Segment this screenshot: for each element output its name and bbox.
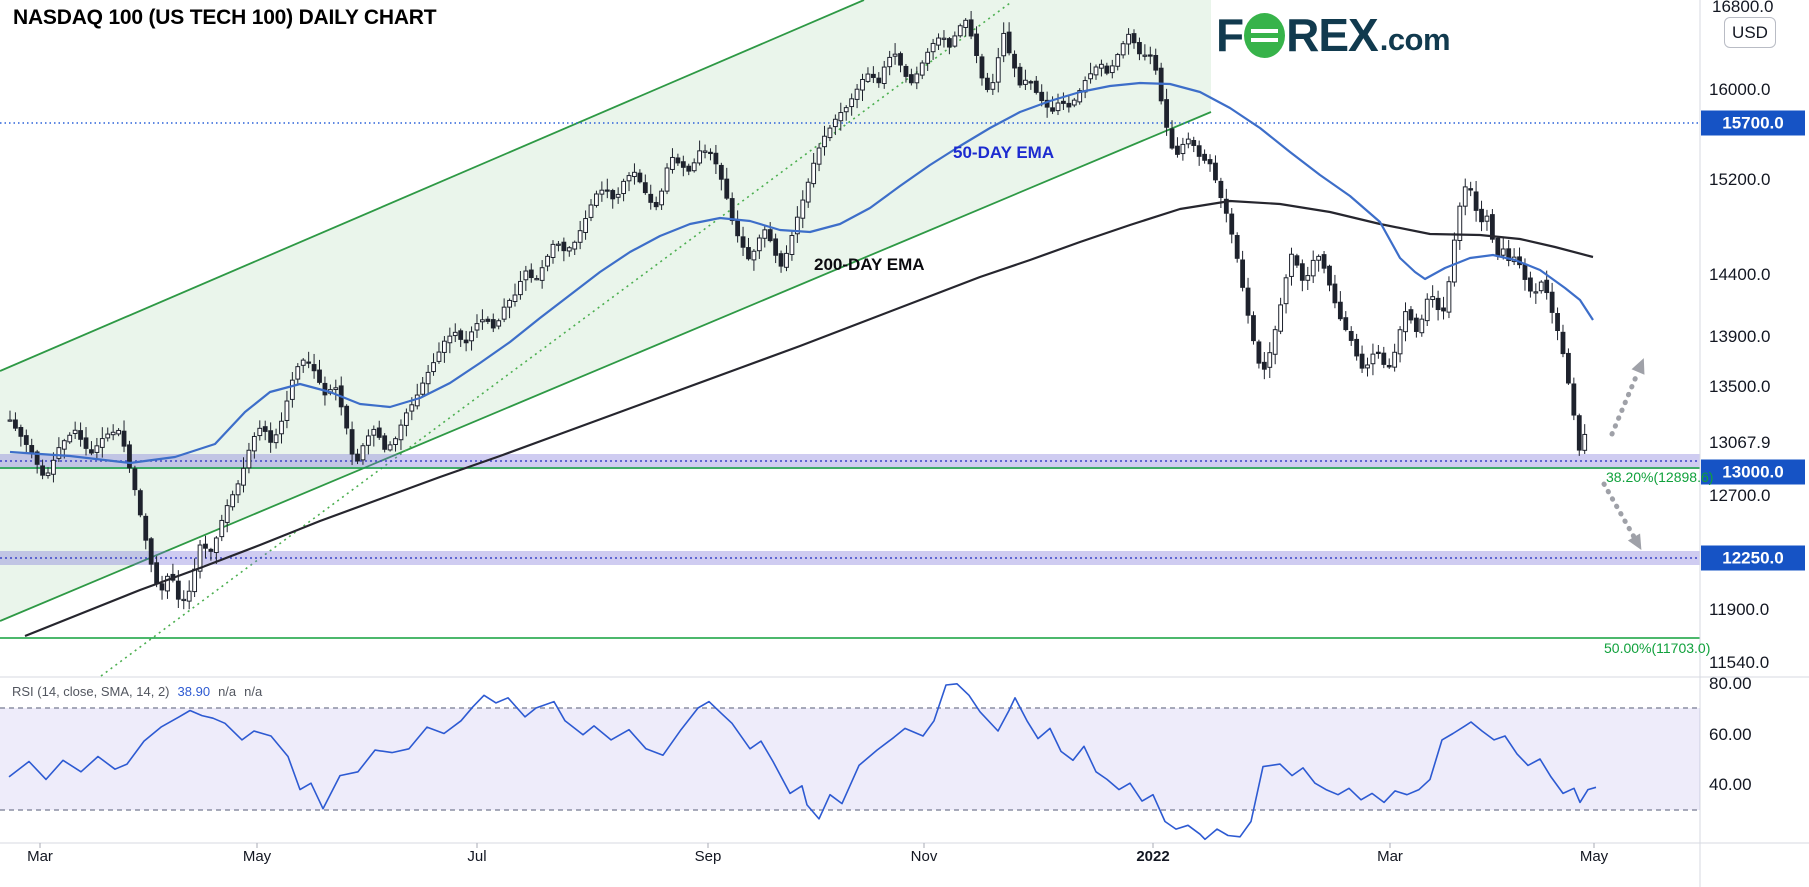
currency-button[interactable]: USD	[1724, 17, 1776, 48]
candlesticks	[7, 10, 1588, 610]
